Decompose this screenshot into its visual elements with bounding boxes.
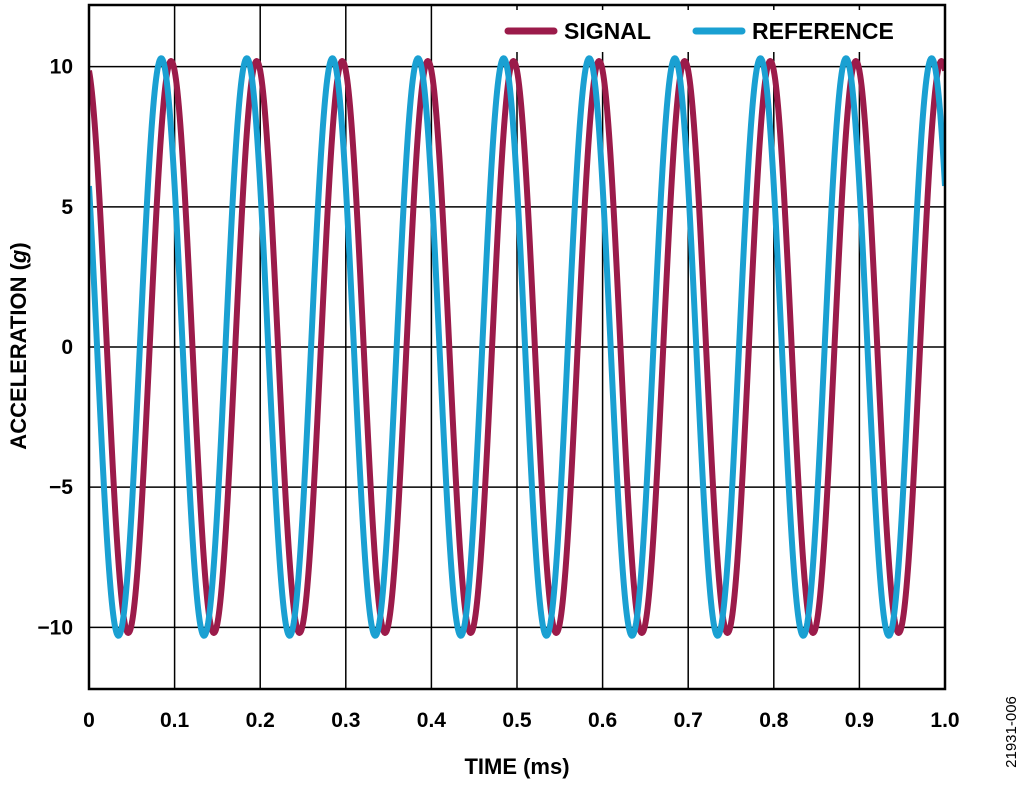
legend-label-reference: REFERENCE bbox=[752, 18, 894, 44]
x-tick-label: 0.6 bbox=[588, 709, 617, 732]
grid bbox=[88, 5, 946, 689]
y-tick-label: −10 bbox=[37, 616, 73, 639]
y-axis-title-prefix: ACCELERATION ( bbox=[6, 262, 31, 449]
series-line-reference bbox=[89, 55, 945, 639]
x-tick-label: 0.7 bbox=[674, 709, 703, 732]
x-tick-label: 0 bbox=[83, 709, 95, 732]
y-tick-label: 0 bbox=[61, 336, 73, 359]
x-tick-label: 0.2 bbox=[246, 709, 275, 732]
x-tick-labels: 0 0.1 0.2 0.3 0.4 0.5 0.6 0.7 0.8 0.9 1.0 bbox=[83, 709, 959, 732]
y-tick-label: 10 bbox=[50, 56, 73, 79]
figure-id: 21931-006 bbox=[1003, 696, 1020, 768]
x-tick-label: 0.5 bbox=[502, 709, 532, 732]
y-tick-labels: 10 5 0 −5 −10 bbox=[37, 56, 73, 640]
x-axis-title: TIME (ms) bbox=[464, 754, 569, 779]
plot-frame bbox=[87, 3, 947, 691]
x-tick-label: 1.0 bbox=[930, 709, 959, 732]
y-axis-title: ACCELERATION (g) bbox=[6, 242, 31, 449]
legend-label-signal: SIGNAL bbox=[564, 18, 651, 44]
x-tick-label: 0.1 bbox=[160, 709, 190, 732]
y-axis-title-unit: g bbox=[6, 249, 31, 264]
legend: SIGNAL REFERENCE bbox=[490, 10, 942, 52]
x-tick-label: 0.4 bbox=[417, 709, 447, 732]
y-axis-title-suffix: ) bbox=[6, 242, 31, 249]
series-line-signal bbox=[89, 58, 945, 636]
y-tick-label: −5 bbox=[49, 476, 73, 499]
x-tick-label: 0.3 bbox=[331, 709, 360, 732]
x-tick-label: 0.9 bbox=[845, 709, 874, 732]
series-lines bbox=[89, 55, 945, 639]
y-tick-label: 5 bbox=[61, 196, 73, 219]
x-tick-label: 0.8 bbox=[759, 709, 789, 732]
